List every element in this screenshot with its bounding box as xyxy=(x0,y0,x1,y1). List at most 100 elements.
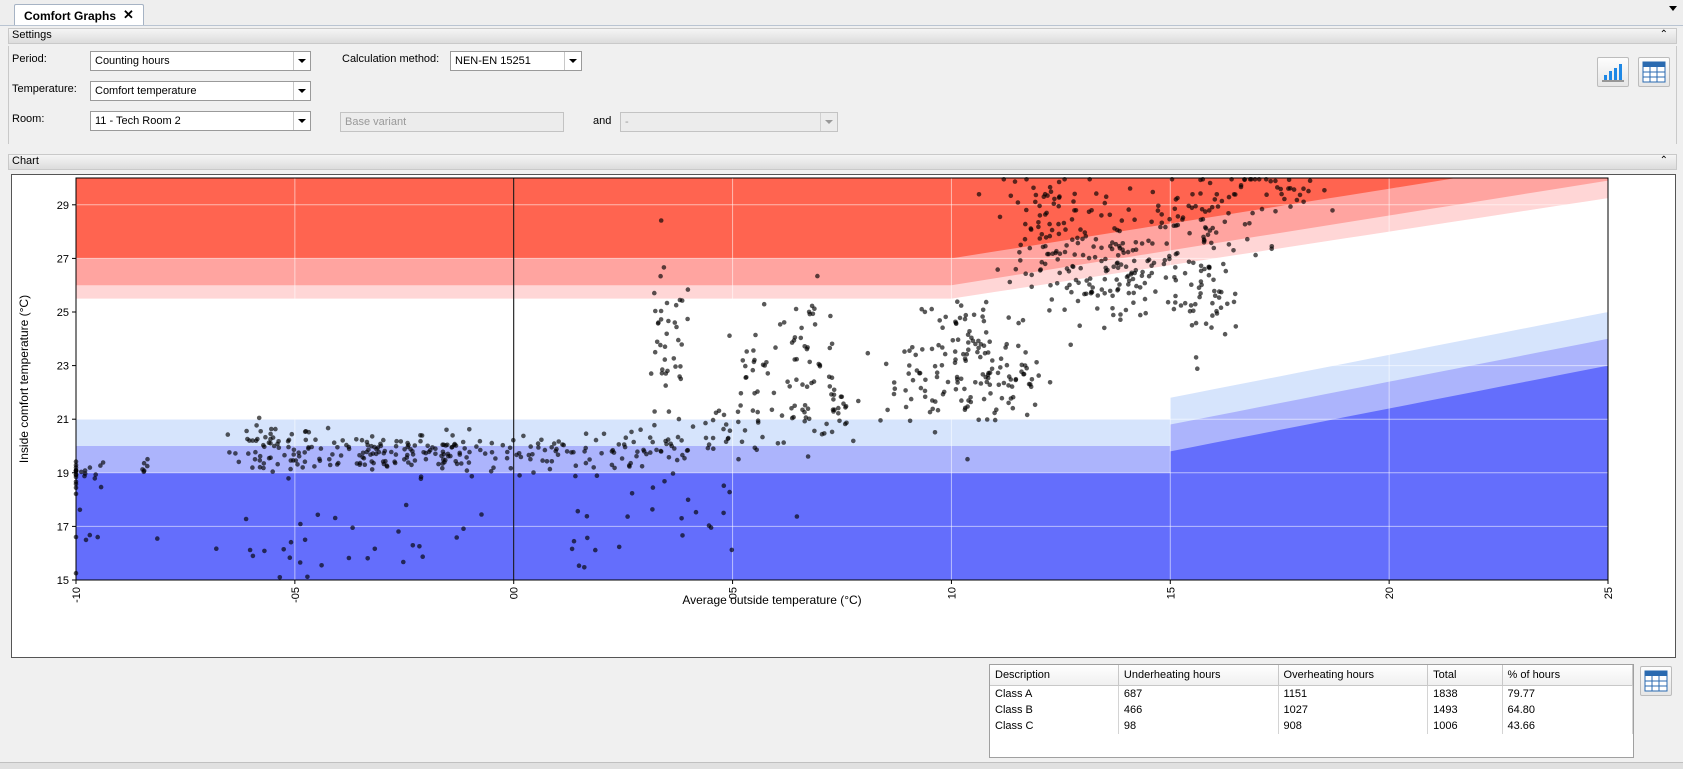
data-point xyxy=(583,431,589,437)
y-tick-label: 19 xyxy=(57,468,69,480)
data-point xyxy=(544,459,550,464)
chevron-down-icon[interactable] xyxy=(293,112,310,130)
column-header[interactable]: % of hours xyxy=(1502,665,1633,686)
data-point xyxy=(973,380,978,385)
chevron-down-icon[interactable] xyxy=(564,52,581,70)
data-point xyxy=(547,466,553,472)
column-header[interactable]: Overheating hours xyxy=(1278,665,1429,686)
data-point xyxy=(804,384,810,389)
data-point xyxy=(1242,177,1247,182)
data-point xyxy=(844,420,849,426)
data-point xyxy=(950,338,956,343)
show-table-button[interactable] xyxy=(1638,57,1670,87)
data-point xyxy=(1210,313,1215,318)
chevron-down-icon[interactable] xyxy=(293,82,310,100)
data-point xyxy=(1196,285,1202,290)
data-point xyxy=(1009,384,1015,389)
data-point xyxy=(1070,264,1076,270)
table-cell: 43.66 xyxy=(1502,718,1633,734)
data-point xyxy=(1126,278,1132,284)
data-point xyxy=(988,391,993,396)
data-point xyxy=(1063,227,1068,232)
column-header[interactable]: Underheating hours xyxy=(1118,665,1279,686)
period-dropdown[interactable]: Counting hours xyxy=(90,51,311,71)
calculation-method-value: NEN-EN 15251 xyxy=(455,55,531,67)
tab-list-dropdown-icon[interactable] xyxy=(1669,6,1677,11)
collapse-icon[interactable]: ⌃ xyxy=(1659,155,1668,166)
y-tick-label: 23 xyxy=(57,361,69,373)
data-point xyxy=(141,469,147,475)
data-point xyxy=(1269,246,1274,252)
data-point xyxy=(1047,221,1052,227)
data-point xyxy=(372,546,378,552)
data-point xyxy=(1165,299,1171,305)
data-point xyxy=(1211,277,1216,283)
data-point xyxy=(508,466,514,471)
data-point xyxy=(300,465,306,470)
data-point xyxy=(1023,271,1028,276)
data-point xyxy=(92,476,98,481)
data-point xyxy=(1103,194,1109,199)
data-point xyxy=(940,345,945,350)
data-point xyxy=(672,320,678,325)
data-point xyxy=(829,392,834,397)
data-point xyxy=(257,464,263,470)
data-point xyxy=(773,345,778,350)
results-table-toggle-button[interactable] xyxy=(1640,666,1672,696)
table-row[interactable]: Class A 687 1151 1838 79.77 xyxy=(990,685,1633,702)
data-point xyxy=(611,450,617,455)
data-point xyxy=(1119,218,1125,223)
data-point xyxy=(466,460,472,465)
x-tick-label: 20 xyxy=(1384,587,1396,599)
data-point xyxy=(1200,216,1206,222)
data-point xyxy=(930,406,935,412)
settings-section-header[interactable]: Settings ⌃ xyxy=(8,28,1677,44)
tab-comfort-graphs[interactable]: Comfort Graphs ✕ xyxy=(14,4,144,25)
chart-section-header[interactable]: Chart ⌃ xyxy=(8,154,1677,170)
data-point xyxy=(942,351,948,357)
data-point xyxy=(744,349,749,354)
data-point xyxy=(403,502,409,508)
data-point xyxy=(98,484,104,490)
close-icon[interactable]: ✕ xyxy=(123,7,134,22)
data-point xyxy=(1222,219,1228,225)
data-point xyxy=(1029,272,1034,278)
chevron-down-icon[interactable] xyxy=(293,52,310,70)
data-point xyxy=(378,441,383,447)
data-point xyxy=(262,548,267,554)
data-point xyxy=(1188,303,1194,308)
data-point xyxy=(457,450,463,456)
data-point xyxy=(666,409,672,414)
data-point xyxy=(1070,237,1075,242)
calculation-method-dropdown[interactable]: NEN-EN 15251 xyxy=(450,51,582,71)
data-point xyxy=(777,322,783,327)
data-point xyxy=(531,470,536,475)
data-point xyxy=(963,358,968,363)
data-point xyxy=(634,453,639,459)
data-point xyxy=(735,409,741,415)
column-header[interactable]: Total xyxy=(1427,665,1503,686)
column-header[interactable]: Description xyxy=(990,665,1119,686)
data-point xyxy=(1087,282,1092,287)
data-point xyxy=(549,445,554,450)
table-row[interactable]: Class C 98 908 1006 43.66 xyxy=(990,718,1633,734)
data-point xyxy=(1279,191,1284,197)
data-point xyxy=(625,514,630,519)
data-point xyxy=(1307,178,1313,183)
table-row[interactable]: Class B 466 1027 1493 64.80 xyxy=(990,702,1633,718)
collapse-icon[interactable]: ⌃ xyxy=(1659,29,1668,40)
data-point xyxy=(654,339,660,345)
data-point xyxy=(1238,184,1244,190)
data-point xyxy=(1089,208,1094,213)
room-dropdown[interactable]: 11 - Tech Room 2 xyxy=(90,111,311,131)
data-point xyxy=(1024,412,1030,418)
temperature-dropdown[interactable]: Comfort temperature xyxy=(90,81,311,101)
data-point xyxy=(1040,244,1046,250)
data-point xyxy=(564,449,570,454)
y-tick-label: 15 xyxy=(57,575,69,587)
data-point xyxy=(1033,192,1039,198)
data-point xyxy=(679,516,684,521)
data-point xyxy=(258,429,263,434)
data-point xyxy=(996,382,1002,388)
show-chart-button[interactable] xyxy=(1597,57,1629,87)
